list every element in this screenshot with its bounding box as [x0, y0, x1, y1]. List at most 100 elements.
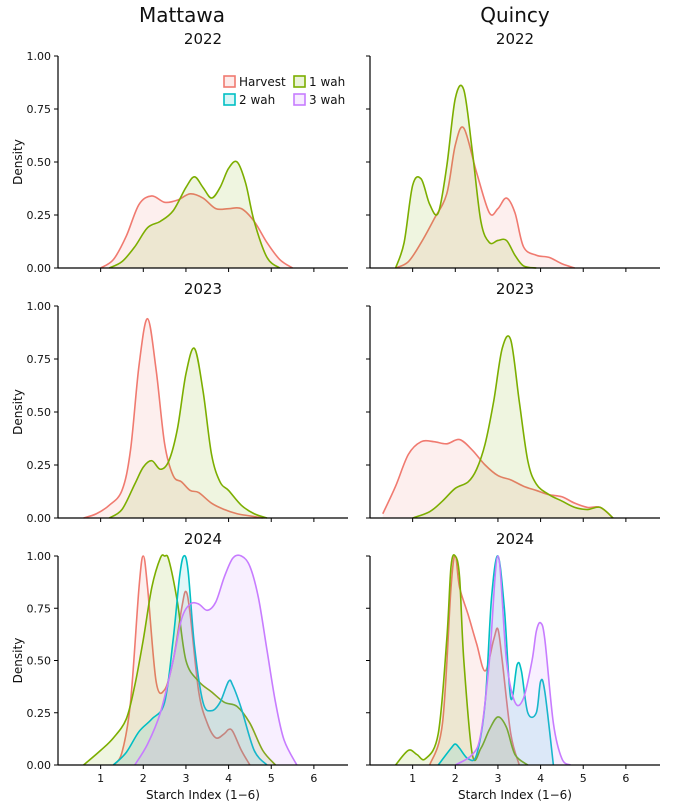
- density-line: [112, 554, 268, 766]
- panel-title: 2022: [496, 30, 534, 48]
- legend-label: 3 wah: [309, 93, 345, 107]
- y-axis-label: Density: [11, 389, 25, 435]
- density-line: [83, 317, 263, 519]
- legend-entry-3-wah: 3 wah: [293, 93, 345, 107]
- series-2-wah: [112, 554, 268, 766]
- series-3-wah: [454, 555, 571, 766]
- x-tick-label: 3: [494, 772, 501, 785]
- y-tick-label: 1.00: [27, 300, 52, 313]
- series-1-wah: [108, 347, 268, 519]
- density-line: [108, 160, 281, 269]
- y-tick-label: 0.75: [27, 602, 52, 615]
- y-tick-label: 0.50: [27, 406, 52, 419]
- density-area: [134, 555, 297, 765]
- x-tick-label: 5: [580, 772, 587, 785]
- density-line: [394, 554, 529, 766]
- legend-entry-2-wah: 2 wah: [223, 93, 275, 107]
- legend-swatch: [223, 93, 236, 106]
- legend-swatch: [223, 75, 236, 88]
- legend-label: Harvest: [239, 75, 286, 89]
- y-tick-label: 0.00: [27, 759, 52, 772]
- y-axis-label: Density: [11, 139, 25, 185]
- x-tick-label: 6: [310, 772, 317, 785]
- panel-quincy-2023: 2023: [366, 280, 660, 522]
- series-1-wah: [83, 554, 277, 766]
- x-tick-label: 1: [97, 772, 104, 785]
- x-axis-label: Starch Index (1−6): [146, 788, 260, 802]
- y-tick-label: 1.00: [27, 550, 52, 563]
- x-axis-label: Starch Index (1−6): [458, 788, 572, 802]
- density-area: [113, 555, 267, 765]
- y-tick-label: 0.25: [27, 707, 52, 720]
- density-line: [108, 347, 268, 519]
- series-1-wah: [412, 335, 614, 519]
- density-area: [100, 193, 293, 268]
- density-area: [109, 161, 280, 268]
- legend-label: 2 wah: [239, 93, 275, 107]
- series-3-wah: [134, 554, 298, 766]
- density-line: [134, 554, 298, 766]
- panel-title: 2024: [496, 530, 534, 548]
- panel-title: 2022: [184, 30, 222, 48]
- legend-swatch: [293, 93, 306, 106]
- density-area: [109, 348, 267, 518]
- series-1-wah: [394, 554, 529, 766]
- panel-title: 2024: [184, 530, 222, 548]
- density-area: [395, 554, 528, 765]
- y-tick-label: 0.25: [27, 209, 52, 222]
- x-tick-label: 2: [140, 772, 147, 785]
- density-area: [429, 556, 520, 765]
- density-line: [428, 555, 521, 766]
- legend: Harvest 1 wah 2 wah 3 wah: [223, 75, 345, 107]
- panel-mattawa-2023: 2023 0.00 0.25 0.50 0.75 1.00 Density: [11, 280, 348, 525]
- density-line: [112, 555, 251, 766]
- panel-quincy-2024: 2024 1 2 3 4 5 6 Starch Index (1−6): [366, 530, 660, 802]
- density-area: [438, 555, 554, 765]
- x-tick-label: 6: [622, 772, 629, 785]
- panel-mattawa-2024: 2024 0.00 0.25 0.50 0.75 1.00 1 2 3 4 5 6 Density Sta…: [11, 530, 348, 802]
- density-line: [382, 438, 614, 519]
- series-harvest: [428, 555, 521, 766]
- density-line: [394, 84, 537, 269]
- y-axis-label: Density: [11, 638, 25, 684]
- density-area: [395, 85, 537, 268]
- y-tick-label: 0.75: [27, 353, 52, 366]
- density-area: [83, 554, 276, 765]
- panel-title: 2023: [184, 280, 222, 298]
- series-harvest: [395, 126, 575, 269]
- series-harvest: [83, 317, 263, 519]
- legend-swatch: [293, 75, 306, 88]
- x-tick-label: 5: [268, 772, 275, 785]
- y-tick-label: 0.75: [27, 103, 52, 116]
- y-tick-label: 0.00: [27, 512, 52, 525]
- series-1-wah: [394, 84, 537, 269]
- column-title-mattawa: Mattawa: [139, 3, 225, 27]
- density-line: [100, 192, 294, 269]
- column-title-quincy: Quincy: [480, 3, 550, 27]
- y-tick-label: 0.50: [27, 156, 52, 169]
- x-tick-label: 3: [182, 772, 189, 785]
- x-tick-label: 4: [537, 772, 544, 785]
- x-tick-label: 2: [452, 772, 459, 785]
- density-area: [412, 335, 614, 518]
- panel-title: 2023: [496, 280, 534, 298]
- y-tick-label: 0.00: [27, 262, 52, 275]
- x-tick-label: 4: [225, 772, 232, 785]
- series-1-wah: [108, 160, 281, 269]
- density-line: [412, 335, 614, 519]
- legend-label: 1 wah: [309, 75, 345, 89]
- series-harvest: [100, 192, 294, 269]
- legend-entry-1-wah: 1 wah: [293, 75, 345, 89]
- density-area: [395, 126, 575, 268]
- y-tick-label: 1.00: [27, 50, 52, 63]
- x-tick-label: 1: [409, 772, 416, 785]
- panel-quincy-2022: 2022: [366, 30, 660, 272]
- y-tick-label: 0.50: [27, 655, 52, 668]
- density-line: [395, 126, 575, 269]
- y-tick-label: 0.25: [27, 459, 52, 472]
- density-line: [83, 554, 277, 766]
- legend-entry-harvest: Harvest: [223, 75, 286, 89]
- panel-mattawa-2022: 2022 0.00 0.25 0.50 0.75 1.00 Density: [11, 30, 348, 275]
- density-line: [454, 555, 571, 766]
